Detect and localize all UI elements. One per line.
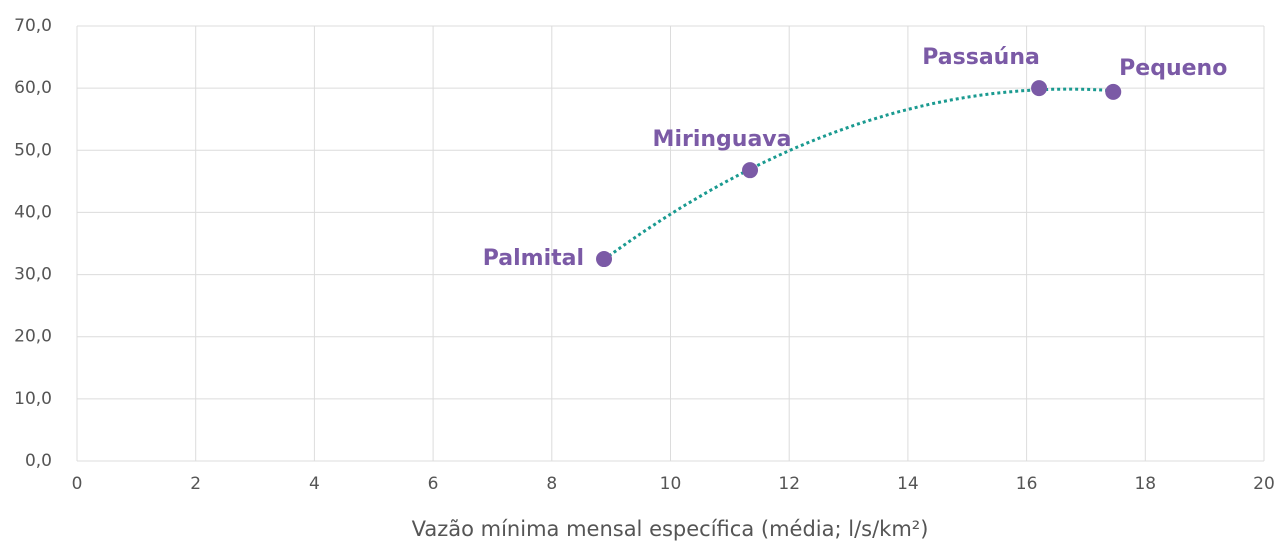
- x-tick-label: 6: [428, 474, 439, 494]
- x-tick-label: 16: [1016, 474, 1038, 494]
- y-tick-label: 60,0: [14, 78, 52, 98]
- point-label: Palmital: [483, 246, 584, 271]
- x-tick-label: 12: [778, 474, 800, 494]
- y-tick-label: 0,0: [25, 451, 52, 471]
- x-tick-label: 18: [1134, 474, 1156, 494]
- point: [742, 162, 759, 179]
- x-tick-label: 0: [72, 474, 83, 494]
- x-tick-label: 8: [546, 474, 557, 494]
- y-tick-label: 30,0: [14, 265, 52, 285]
- y-tick-label: 70,0: [14, 16, 52, 36]
- point-label: Miringuava: [653, 127, 792, 152]
- y-tick-label: 40,0: [14, 202, 52, 222]
- y-tick-label: 50,0: [14, 140, 52, 160]
- x-tick-label: 10: [660, 474, 682, 494]
- point-label: Pequeno: [1119, 56, 1227, 81]
- x-axis-title: Vazão mínima mensal específica (média; l…: [412, 517, 929, 541]
- y-tick-label: 20,0: [14, 327, 52, 347]
- point: [1105, 83, 1122, 100]
- x-tick-label: 20: [1253, 474, 1275, 494]
- point: [596, 251, 613, 268]
- point: [1031, 80, 1048, 97]
- x-tick-label: 2: [190, 474, 201, 494]
- point-label: Passaúna: [922, 45, 1040, 70]
- x-tick-label: 14: [897, 474, 919, 494]
- x-tick-label: 4: [309, 474, 320, 494]
- y-tick-label: 10,0: [14, 389, 52, 409]
- trendline: [603, 87, 1114, 261]
